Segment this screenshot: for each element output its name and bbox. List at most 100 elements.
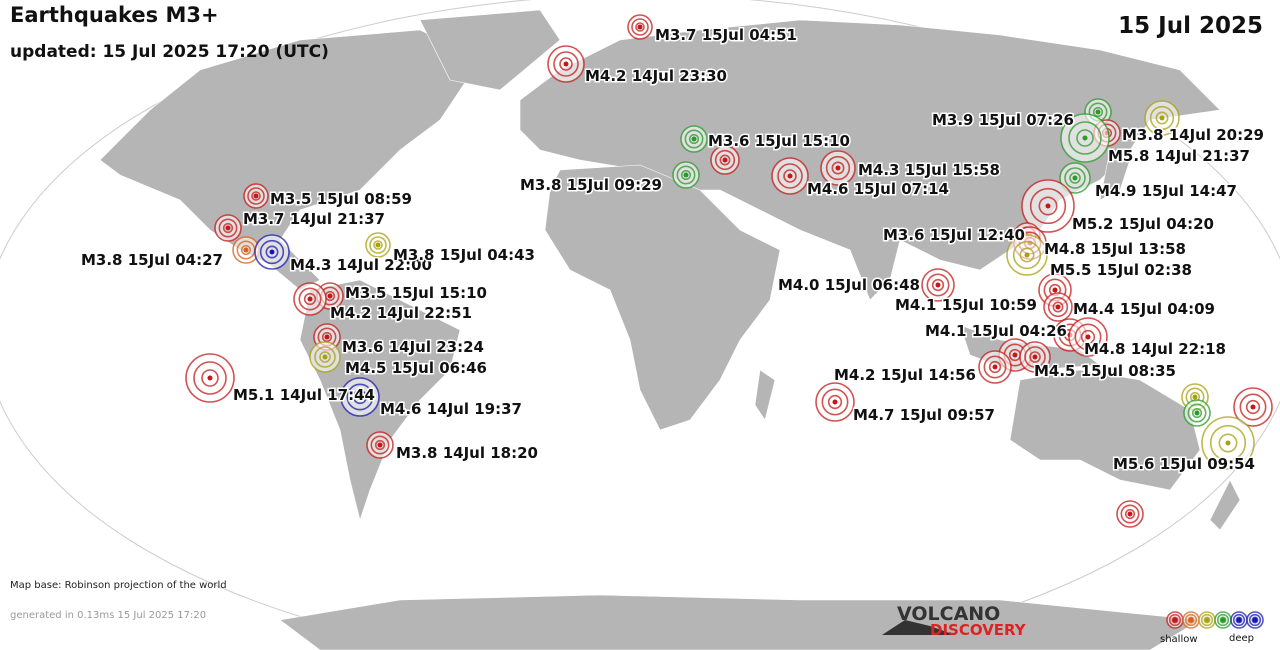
marker-dot <box>1220 617 1226 623</box>
marker-ring <box>1184 613 1198 627</box>
marker-ring <box>1052 301 1064 313</box>
marker-dot <box>1225 440 1231 446</box>
marker-ring <box>346 383 374 411</box>
marker-ring <box>352 389 368 405</box>
marker-ring <box>201 369 219 387</box>
marker-ring <box>684 129 704 149</box>
updated: updated: 15 Jul 2025 17:20 (UTC) <box>10 42 329 62</box>
marker-ring <box>240 244 252 256</box>
marker-dot <box>1188 617 1194 623</box>
quake-label: M3.6 15Jul 15:10 <box>708 132 850 150</box>
legend <box>1166 611 1264 629</box>
marker-ring <box>635 22 645 32</box>
marker-ring <box>1245 399 1261 415</box>
marker-ring <box>370 435 390 455</box>
marker-ring <box>1168 613 1182 627</box>
quake-marker <box>710 145 740 175</box>
marker-ring <box>218 218 238 238</box>
quake-marker <box>672 161 700 189</box>
quake-marker <box>293 282 327 316</box>
marker-ring <box>373 240 383 250</box>
quake-label: M3.8 15Jul 04:43 <box>393 246 535 264</box>
quake-marker <box>340 377 380 417</box>
quake-marker <box>547 45 585 83</box>
quake-label: M4.6 14Jul 19:37 <box>380 400 522 418</box>
marker-ring <box>1080 329 1096 345</box>
quake-marker <box>1068 317 1108 357</box>
quake-marker <box>309 341 341 373</box>
quake-label: M4.0 15Jul 06:48 <box>778 276 920 294</box>
marker-dot <box>563 61 569 67</box>
quake-marker <box>1230 611 1248 629</box>
marker-ring <box>1209 424 1247 462</box>
marker-ring <box>1203 616 1211 624</box>
title: Earthquakes M3+ <box>10 3 219 27</box>
japan <box>1099 149 1131 201</box>
marker-ring <box>1069 172 1081 184</box>
quake-label: M4.7 15Jul 09:57 <box>853 406 995 424</box>
marker-ring <box>688 133 700 145</box>
marker-ring <box>1038 196 1058 216</box>
quake-marker <box>1006 234 1048 276</box>
quake-marker <box>820 150 856 186</box>
marker-dot <box>243 247 249 253</box>
quake-markers <box>185 14 1273 528</box>
quake-label: M3.9 15Jul 07:26 <box>932 111 1074 129</box>
quake-label: M4.8 14Jul 22:18 <box>1084 340 1226 358</box>
marker-ring <box>1251 616 1259 624</box>
marker-ring <box>931 278 945 292</box>
quake-marker <box>1182 611 1200 629</box>
marker-ring <box>559 57 573 71</box>
quake-marker <box>185 353 235 403</box>
marker-ring <box>821 388 849 416</box>
quake-label: M4.4 15Jul 04:09 <box>1073 300 1215 318</box>
quake-marker <box>1183 399 1211 427</box>
quake-marker <box>815 382 855 422</box>
quake-marker <box>1198 611 1216 629</box>
marker-dot <box>1194 410 1200 416</box>
marker-dot <box>1032 354 1038 360</box>
antarctica <box>279 594 1201 650</box>
quake-marker <box>243 183 269 209</box>
quake-marker <box>921 268 955 302</box>
marker-ring <box>369 236 387 254</box>
quake-label: M4.1 15Jul 10:59 <box>895 296 1037 314</box>
quake-labels: M3.7 15Jul 04:51 M4.2 14Jul 23:30 M3.6 15J… <box>80 25 1266 475</box>
quake-marker <box>214 214 242 242</box>
marker-ring <box>777 163 803 189</box>
quake-label: M5.6 15Jul 09:54 <box>1113 455 1255 473</box>
quake-marker <box>680 125 708 153</box>
marker-ring <box>1218 433 1238 453</box>
marker-ring <box>680 169 692 181</box>
quake-label: M5.2 15Jul 04:20 <box>1072 215 1214 233</box>
marker-ring <box>1171 616 1179 624</box>
marker-ring <box>926 273 950 297</box>
marker-ring <box>1120 504 1140 524</box>
marker-dot <box>225 225 231 231</box>
logo-line1: VOLCANO <box>897 603 1000 625</box>
marker-dot <box>377 442 383 448</box>
quake-marker <box>254 234 290 270</box>
quake-label: M5.5 15Jul 02:38 <box>1050 261 1192 279</box>
marker-ring <box>259 239 285 265</box>
quake-label: M3.8 15Jul 04:27 <box>81 251 223 269</box>
marker-ring <box>1200 613 1214 627</box>
legend-shallow: shallow <box>1160 634 1198 645</box>
marker-ring <box>988 360 1002 374</box>
marker-ring <box>1047 296 1069 318</box>
quake-label: M5.8 14Jul 21:37 <box>1108 147 1250 165</box>
quake-marker <box>1116 500 1144 528</box>
marker-ring <box>631 18 649 36</box>
quake-label: M4.5 15Jul 06:46 <box>345 359 487 377</box>
australia <box>1009 369 1201 491</box>
marker-ring <box>247 187 265 205</box>
quake-label: M3.8 14Jul 20:29 <box>1122 126 1264 144</box>
quake-marker <box>1059 162 1091 194</box>
quake-marker <box>1166 611 1184 629</box>
marker-ring <box>1068 121 1102 155</box>
marker-ring <box>1187 403 1207 423</box>
marker-ring <box>1216 613 1230 627</box>
marker-ring <box>1076 129 1094 147</box>
marker-ring <box>1064 167 1086 189</box>
marker-dot <box>683 172 689 178</box>
